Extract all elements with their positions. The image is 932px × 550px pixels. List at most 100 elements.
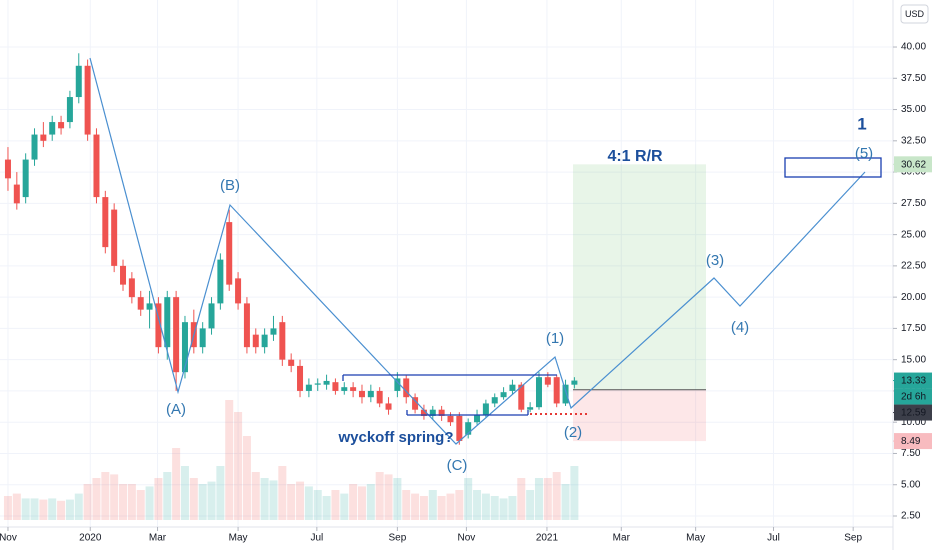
volume-bar	[428, 490, 437, 520]
candle-body	[93, 134, 100, 198]
target-box	[784, 157, 882, 178]
volume-bar	[419, 496, 428, 520]
y-tick-label: 37.50	[901, 73, 926, 84]
candle-body	[535, 377, 542, 408]
volume-bar	[278, 466, 287, 520]
candle-body	[226, 222, 233, 285]
candle-body	[111, 209, 118, 266]
candle-body	[341, 387, 348, 391]
candle-body	[120, 265, 127, 285]
volume-bar	[48, 498, 57, 520]
volume-bar	[127, 484, 136, 520]
candle-body	[199, 328, 206, 348]
volume-bar	[198, 484, 207, 520]
entry-label: 12.59	[901, 408, 926, 419]
volume-bar	[260, 478, 269, 520]
candle-body	[13, 184, 20, 204]
volume-bar	[437, 496, 446, 520]
volume-bar	[331, 490, 340, 520]
candle-body	[509, 384, 516, 391]
y-tick-label: 25.00	[901, 229, 926, 240]
y-tick-label: 2.50	[901, 511, 921, 522]
volume-bar	[251, 472, 260, 520]
volume-bar	[543, 478, 552, 520]
volume-bar	[145, 486, 154, 520]
candle-body	[456, 415, 463, 441]
volume-bar	[402, 490, 411, 520]
stop-label-bg	[894, 433, 932, 450]
target-label: 30.62	[901, 159, 926, 170]
x-tick-label: Nov	[0, 533, 17, 544]
volume-bar	[21, 498, 30, 520]
candle-body	[102, 197, 109, 248]
wave-label: (A)	[166, 401, 186, 418]
volume-bar	[375, 472, 384, 520]
volume-bar	[74, 493, 83, 520]
candle-body	[518, 384, 525, 410]
candle-body	[279, 322, 286, 360]
volume-bar	[287, 484, 296, 520]
entry-label-bg	[894, 404, 932, 421]
volume-bar	[269, 480, 278, 520]
profit-zone	[573, 164, 706, 390]
volume-bar	[110, 474, 119, 520]
risk-reward	[573, 164, 706, 442]
volume-bar	[92, 478, 101, 520]
volume-bar	[464, 478, 473, 520]
candles	[4, 53, 578, 445]
x-tick-label: 2021	[536, 533, 559, 544]
y-tick-label: 7.50	[901, 448, 921, 459]
x-tick-label: Sep	[388, 533, 406, 544]
x-tick-label: May	[686, 533, 705, 544]
volume-bar	[366, 484, 375, 520]
candle-body	[465, 422, 472, 435]
candle-body	[314, 383, 321, 385]
y-tick-label: 32.50	[901, 135, 926, 146]
last-price-label: 13.33	[901, 376, 926, 387]
candle-body	[332, 382, 339, 391]
volume-bar	[340, 493, 349, 520]
volume-bar	[481, 493, 490, 520]
candle-body	[288, 359, 295, 366]
loss-zone	[573, 389, 706, 442]
candle-body	[367, 390, 374, 398]
candle-body	[571, 380, 578, 385]
wave-line	[89, 57, 866, 445]
candle-body	[137, 297, 144, 310]
candle-body	[553, 377, 560, 404]
candle-body	[66, 97, 73, 123]
candle-body	[376, 390, 383, 404]
candle-body	[84, 65, 91, 135]
volume-bar	[357, 486, 366, 520]
last-price-label-bg	[894, 372, 932, 389]
volume-bar	[207, 481, 216, 520]
volume-bar	[534, 478, 543, 520]
stop-label: 8.49	[901, 436, 921, 447]
y-tick-label: 20.00	[901, 292, 926, 303]
wave-label: (4)	[731, 319, 749, 336]
candle-body	[491, 397, 498, 404]
x-tick-label: 2020	[79, 533, 102, 544]
countdown-label: 2d 6h	[901, 392, 926, 403]
volume-bar	[65, 499, 74, 520]
candle-body	[40, 134, 47, 141]
candle-body	[164, 297, 171, 348]
y-tick-label: 5.00	[901, 479, 921, 490]
candle-body	[31, 134, 38, 160]
currency: USD	[905, 9, 925, 19]
volume-bar	[172, 448, 181, 520]
candle-body	[438, 409, 445, 416]
candle-body	[270, 328, 277, 335]
candle-body	[323, 380, 330, 385]
x-tick-label: Nov	[458, 533, 476, 544]
volume-bar	[526, 490, 535, 520]
volume-bar	[225, 400, 234, 520]
x-tick-label: Mar	[613, 533, 631, 544]
volume-bar	[39, 499, 48, 520]
volume-bar	[313, 490, 322, 520]
candle-body	[155, 303, 162, 348]
volume-bar	[570, 466, 579, 520]
candle-body	[261, 334, 268, 348]
